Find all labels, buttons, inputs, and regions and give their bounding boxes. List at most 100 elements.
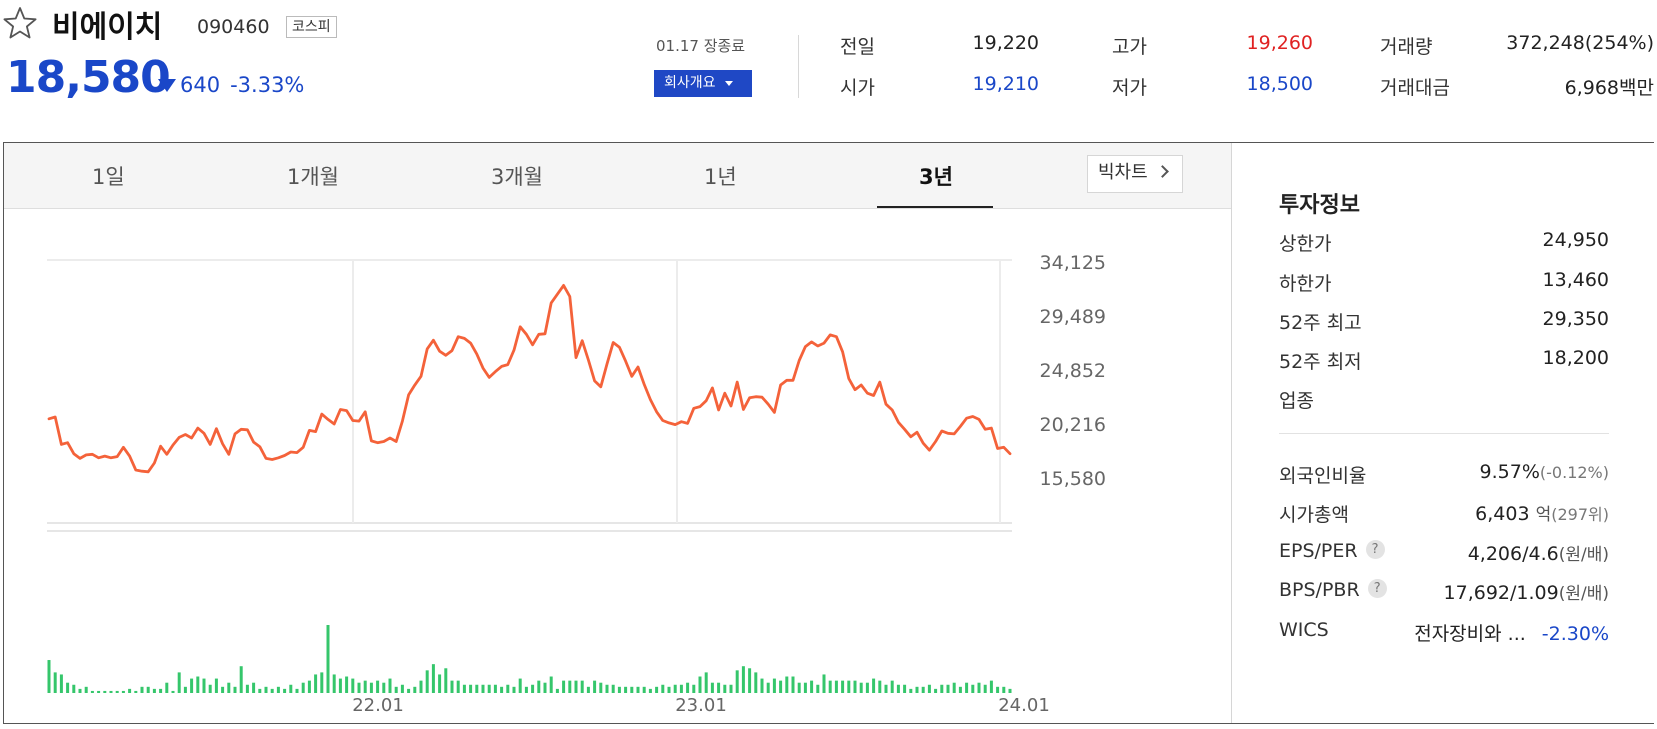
header-divider (798, 35, 799, 98)
volume-bar (1008, 688, 1012, 693)
volume-bar (388, 678, 392, 693)
amount-value: 6,968백만 (1500, 73, 1654, 100)
big-chart-label: 빅차트 (1098, 162, 1148, 183)
volume-bar (872, 678, 876, 693)
volume-bar (723, 684, 727, 693)
volume-bar (97, 690, 101, 693)
volume-bar (698, 676, 702, 693)
bps-pbr-label-wrap: BPS/PBR? (1279, 579, 1387, 601)
foreign-ratio-value: 9.57%(-0.12%) (1480, 461, 1609, 483)
volume-bar (140, 686, 144, 693)
volume-bar (934, 688, 938, 693)
volume-bar (332, 674, 336, 693)
volume-bar (766, 682, 770, 693)
volume-bar (103, 690, 107, 693)
company-info-label: 회사개요 (664, 75, 716, 91)
market-badge: 코스피 (286, 16, 337, 38)
volume-bar (605, 684, 609, 693)
volume-bar (196, 676, 200, 693)
big-chart-button[interactable]: 빅차트 (1087, 155, 1183, 193)
volume-bar (338, 678, 342, 693)
chart-panel: 1일 1개월 3개월 1년 3년 빅차트 34,125 29,489 24,852 2… (3, 142, 1654, 724)
volume-bar (487, 684, 491, 693)
stock-header: 비에이치 090460 코스피 18,580 640 -3.33% 01.17 장… (0, 0, 1657, 125)
volume-bar (667, 686, 671, 693)
volume-bar (772, 678, 776, 693)
side-divider (1279, 433, 1609, 434)
low52-value: 18,200 (1542, 347, 1609, 369)
bps-pbr-number: 17,692/1.09 (1443, 582, 1559, 604)
volume-bar (921, 686, 925, 693)
upper-limit-value: 24,950 (1542, 229, 1609, 251)
y-tick-label: 15,580 (1040, 468, 1106, 490)
high52-label: 52주 최고 (1279, 312, 1362, 334)
volume-bar (555, 688, 559, 693)
help-icon[interactable]: ? (1365, 540, 1385, 559)
volume-bar (66, 682, 70, 693)
volume-bar (450, 680, 454, 693)
current-price: 18,580 (6, 52, 171, 103)
x-tick-label: 24.01 (998, 695, 1050, 716)
bps-pbr-value: 17,692/1.09(원/배) (1444, 579, 1609, 604)
volume-bar (971, 684, 975, 693)
volume-bar (903, 684, 907, 693)
lower-limit-label: 하한가 (1279, 273, 1332, 295)
volume-label: 거래량 (1380, 36, 1433, 58)
volume-bar (152, 688, 156, 693)
volume-bar (977, 682, 981, 693)
amount-unit: 백만 (1619, 77, 1654, 99)
y-tick-label: 29,489 (1040, 306, 1106, 328)
period-tabs: 1일 1개월 3개월 1년 3년 빅차트 (4, 143, 1231, 209)
foreign-ratio-label: 외국인비율 (1279, 465, 1367, 487)
volume-bar (444, 668, 448, 693)
star-icon[interactable] (2, 6, 38, 40)
volume-bar (729, 684, 733, 693)
volume-bar (462, 684, 466, 693)
tab-1d[interactable]: 1일 (92, 165, 125, 189)
volume-bar (890, 680, 894, 693)
volume-bar (208, 684, 212, 693)
tab-1y[interactable]: 1년 (704, 165, 737, 189)
volume-bar (524, 686, 528, 693)
bps-pbr-unit: (원/배) (1558, 584, 1609, 604)
volume-bar (382, 682, 386, 693)
lower-limit-value: 13,460 (1542, 269, 1609, 291)
eps-per-label: EPS/PER (1279, 540, 1358, 562)
volume-bar (493, 684, 497, 693)
volume-bar (419, 680, 423, 693)
tab-3m[interactable]: 3개월 (491, 165, 544, 189)
foreign-ratio-number: 9.57% (1479, 461, 1540, 483)
volume-bar (283, 688, 287, 693)
wics-sector[interactable]: 전자장비와 ... (1414, 623, 1526, 645)
chevron-right-icon (1155, 164, 1169, 178)
volume-bar (345, 676, 349, 693)
volume-bar (270, 688, 274, 693)
volume-bar (177, 672, 181, 693)
volume-bar (704, 672, 708, 693)
volume-bar (438, 674, 442, 693)
down-arrow-icon (158, 79, 176, 92)
high-label: 고가 (1112, 36, 1147, 58)
market-cap-number: 6,403 (1475, 503, 1530, 525)
change-amount: 640 (180, 73, 221, 97)
volume-bar (431, 664, 435, 693)
volume-bar (531, 684, 535, 693)
company-info-button[interactable]: 회사개요 (654, 70, 752, 97)
tab-3y[interactable]: 3년 (919, 165, 953, 189)
bps-pbr-label: BPS/PBR (1279, 579, 1360, 601)
volume-bar (847, 680, 851, 693)
volume-bar (214, 678, 218, 693)
volume-bar (717, 682, 721, 693)
low-value: 18,500 (1246, 73, 1313, 95)
help-icon[interactable]: ? (1367, 579, 1387, 598)
volume-bar (543, 682, 547, 693)
tab-1m[interactable]: 1개월 (287, 165, 340, 189)
caret-down-icon (724, 80, 733, 86)
volume-bar (90, 690, 94, 693)
volume-bar (307, 680, 311, 693)
volume-bar (797, 682, 801, 693)
volume-bar (828, 680, 832, 693)
market-cap-value: 6,403 억(297위) (1475, 500, 1609, 525)
amount-number: 6,968 (1564, 77, 1620, 99)
price-chart[interactable]: 34,125 29,489 24,852 20,216 15,580 22.01 23.01… (4, 209, 1230, 723)
